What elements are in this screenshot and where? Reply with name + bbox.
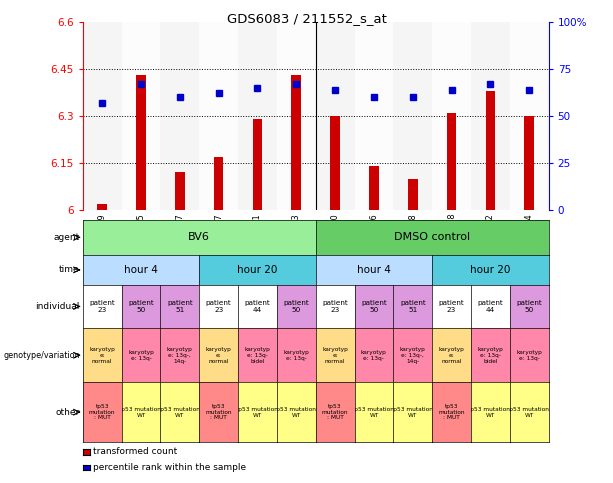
Text: transformed count: transformed count [93,447,177,456]
Text: karyotyp
e: 13q-
bidel: karyotyp e: 13q- bidel [478,347,503,364]
Bar [330,116,340,210]
Text: patient
50: patient 50 [516,300,542,313]
Text: karyotyp
e: 13q-: karyotyp e: 13q- [283,350,309,361]
Bar [161,22,199,210]
Bar [471,22,510,210]
Text: percentile rank within the sample: percentile rank within the sample [93,463,246,472]
Text: karyotyp
e:
normal: karyotyp e: normal [322,347,348,364]
Text: BV6: BV6 [188,232,210,242]
Text: karyotyp
e:
normal: karyotyp e: normal [439,347,465,364]
Text: karyotyp
e: 13q-,
14q-: karyotyp e: 13q-, 14q- [167,347,192,364]
Text: tp53 mutation:
WT: tp53 mutation: WT [352,407,396,417]
Text: karyotyp
e: 13q-: karyotyp e: 13q- [516,350,542,361]
Bar [524,116,534,210]
Text: tp53 mutation:
WT: tp53 mutation: WT [119,407,163,417]
Bar [121,22,161,210]
Text: hour 4: hour 4 [357,265,391,275]
Bar [83,22,121,210]
Text: tp53 mutation:
WT: tp53 mutation: WT [158,407,202,417]
Text: hour 20: hour 20 [237,265,278,275]
Bar [136,75,146,210]
Text: DMSO control: DMSO control [394,232,470,242]
Text: hour 4: hour 4 [124,265,158,275]
Bar [238,22,277,210]
Text: tp53 mutation:
WT: tp53 mutation: WT [235,407,280,417]
Bar [447,113,457,210]
Text: patient
50: patient 50 [361,300,387,313]
Bar [214,156,224,210]
Bar [199,22,238,210]
Text: patient
23: patient 23 [206,300,232,313]
Text: patient
23: patient 23 [439,300,465,313]
Bar [510,22,549,210]
Bar [97,204,107,210]
Text: individual: individual [36,302,80,311]
Text: karyotyp
e: 13q-: karyotyp e: 13q- [361,350,387,361]
Text: tp53
mutation
: MUT: tp53 mutation : MUT [438,404,465,420]
Text: karyotyp
e: 13q-: karyotyp e: 13q- [128,350,154,361]
Bar [369,166,379,210]
Bar [354,22,394,210]
Text: patient
23: patient 23 [322,300,348,313]
Text: patient
44: patient 44 [245,300,270,313]
Text: tp53 mutation:
WT: tp53 mutation: WT [508,407,551,417]
Text: time: time [59,265,80,274]
Bar [277,22,316,210]
Text: agent: agent [53,233,80,242]
Bar [291,75,301,210]
Text: tp53
mutation
: MUT: tp53 mutation : MUT [89,404,115,420]
Text: patient
50: patient 50 [283,300,309,313]
Text: tp53 mutation:
WT: tp53 mutation: WT [391,407,435,417]
Bar [408,179,417,210]
Text: karyotyp
e:
normal: karyotyp e: normal [206,347,232,364]
Text: genotype/variation: genotype/variation [3,351,80,360]
Bar [485,91,495,210]
Text: karyotyp
e:
normal: karyotyp e: normal [89,347,115,364]
Text: GDS6083 / 211552_s_at: GDS6083 / 211552_s_at [227,12,386,25]
Bar [253,119,262,210]
Text: tp53 mutation:
WT: tp53 mutation: WT [275,407,318,417]
Bar [316,22,354,210]
Text: karyotyp
e: 13q-
bidel: karyotyp e: 13q- bidel [245,347,270,364]
Bar [394,22,432,210]
Text: patient
44: patient 44 [478,300,503,313]
Text: tp53
mutation
: MUT: tp53 mutation : MUT [205,404,232,420]
Text: hour 20: hour 20 [470,265,511,275]
Text: tp53
mutation
: MUT: tp53 mutation : MUT [322,404,348,420]
Text: patient
51: patient 51 [400,300,425,313]
Bar [432,22,471,210]
Text: karyotyp
e: 13q-,
14q-: karyotyp e: 13q-, 14q- [400,347,425,364]
Text: other: other [55,408,80,417]
Bar [175,172,185,210]
Text: patient
23: patient 23 [89,300,115,313]
Text: tp53 mutation:
WT: tp53 mutation: WT [468,407,512,417]
Text: patient
50: patient 50 [128,300,154,313]
Text: patient
51: patient 51 [167,300,192,313]
